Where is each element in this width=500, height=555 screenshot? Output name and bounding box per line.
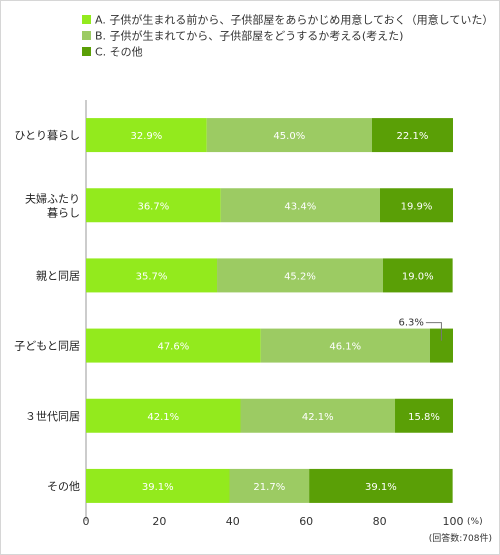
- category-label: 親と同居: [36, 269, 80, 282]
- category-label: 暮らし: [47, 205, 80, 219]
- data-label: 22.1%: [397, 131, 429, 142]
- data-label: 15.8%: [408, 412, 440, 423]
- bar-segment: [309, 468, 453, 503]
- legend-label: A. 子供が生まれる前から、子供部屋をあらかじめ用意しておく（用意していた）: [95, 13, 493, 27]
- bar-segment: [382, 258, 453, 293]
- category-label: 子どもと同居: [14, 340, 80, 353]
- data-label: 39.1%: [365, 482, 397, 493]
- bar-segment: [206, 118, 372, 153]
- bar-segment: [220, 188, 380, 223]
- bar-segment: [86, 468, 230, 503]
- data-label-leader: [425, 322, 442, 341]
- bar-segment: [86, 328, 261, 363]
- category-label: 夫婦ふたり: [25, 191, 80, 205]
- legend-label: B. 子供が生まれてから、子供部屋をどうするか考える(考えた): [95, 29, 403, 43]
- x-tick-label: 0: [83, 515, 90, 528]
- x-tick-label: 60: [299, 515, 313, 528]
- data-label: 21.7%: [253, 482, 285, 493]
- bar-segment: [379, 188, 453, 223]
- response-count-note: (回答数:708件): [429, 532, 492, 544]
- bar-segment: [395, 398, 453, 433]
- data-label: 45.2%: [284, 271, 316, 282]
- data-label: 46.1%: [329, 342, 361, 353]
- legend-swatch: [82, 31, 91, 40]
- data-label: 47.6%: [157, 342, 189, 353]
- data-label: 42.1%: [302, 412, 334, 423]
- category-label: その他: [47, 480, 80, 493]
- x-tick-label: 40: [226, 515, 240, 528]
- data-label: 19.9%: [401, 201, 433, 212]
- data-label: 32.9%: [130, 131, 162, 142]
- bar-segment: [86, 118, 207, 153]
- x-tick-label: 80: [373, 515, 387, 528]
- data-label: 6.3%: [398, 318, 423, 329]
- category-label: ３世代同居: [25, 410, 80, 423]
- data-label: 35.7%: [136, 271, 168, 282]
- x-tick-label: 20: [152, 515, 166, 528]
- data-label: 43.4%: [284, 201, 316, 212]
- data-label: 45.0%: [273, 131, 305, 142]
- bar-segment: [371, 118, 453, 153]
- bar-segment: [86, 188, 221, 223]
- data-label: 39.1%: [142, 482, 174, 493]
- bar-segment: [86, 258, 218, 293]
- x-tick-label: 100: [443, 515, 464, 528]
- data-label: 19.0%: [402, 271, 434, 282]
- x-axis-unit: (%): [467, 517, 483, 527]
- legend-swatch: [82, 47, 91, 56]
- bar-segment: [217, 258, 383, 293]
- legend-swatch: [82, 15, 91, 24]
- bar-segment: [229, 468, 310, 503]
- bar-segment: [240, 398, 396, 433]
- data-label: 36.7%: [137, 201, 169, 212]
- data-label: 42.1%: [147, 412, 179, 423]
- category-label: ひとり暮らし: [14, 128, 80, 142]
- bar-segment: [429, 328, 453, 363]
- bar-segment: [260, 328, 430, 363]
- legend-label: C. その他: [95, 46, 143, 59]
- bar-segment: [86, 398, 241, 433]
